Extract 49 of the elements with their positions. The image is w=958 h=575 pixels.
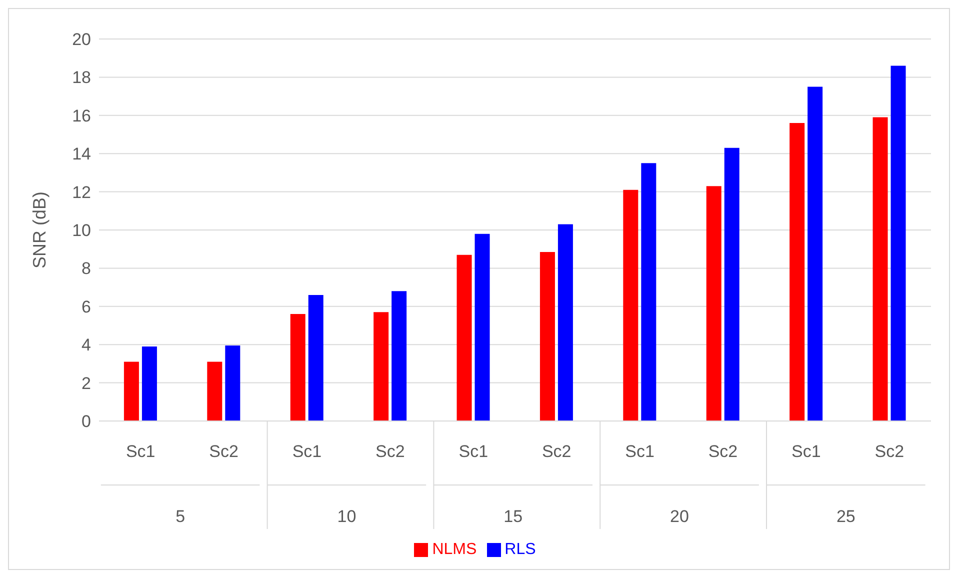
bar [374,312,389,421]
bar [872,117,888,421]
y-tick-label: 14 [72,144,91,164]
y-tick-label: 12 [72,182,91,202]
x-tick-label: Sc1 [792,442,821,461]
y-tick-label: 8 [82,259,91,278]
bar [890,66,906,421]
bar [207,362,222,421]
x-tick-label: Sc2 [874,442,904,461]
bar [790,123,805,421]
x-tick-label: Sc2 [708,442,738,461]
bar [308,294,324,421]
bar [142,346,157,421]
x-tick-label: Sc2 [376,442,405,461]
bar [225,346,240,421]
bar [706,186,722,421]
bar [724,148,740,421]
x-tick-label: Sc2 [542,442,572,461]
y-tick-label: 16 [72,106,91,126]
bar [808,86,823,421]
legend-label: RLS [504,541,536,558]
text: 20 [670,507,689,526]
text: 25 [836,507,856,526]
bar [124,362,139,421]
bar [474,234,490,421]
y-tick-label: 20 [72,30,91,50]
y-tick-label: 2 [82,374,91,393]
y-tick-label: 4 [82,336,91,355]
bar [641,163,656,421]
bar [558,224,573,421]
legend-label: NLMS [432,541,477,558]
text: 5 [176,507,186,526]
text: 15 [504,507,523,526]
y-tick-label: 0 [82,412,91,432]
x-tick-label: Sc1 [458,442,488,461]
y-tick-label: 10 [72,221,91,240]
x-tick-label: Sc1 [126,442,156,461]
y-axis-title: SNR (dB) [29,191,50,269]
bar [540,252,555,421]
bar [392,291,407,421]
bar [623,190,638,421]
x-tick-label: Sc1 [292,442,322,461]
y-tick-label: 6 [82,297,91,316]
text: 10 [337,507,356,526]
x-tick-label: Sc2 [209,442,238,461]
bar [456,254,472,421]
x-tick-label: Sc1 [625,442,654,461]
bar [290,314,306,421]
y-tick-label: 18 [72,68,91,88]
